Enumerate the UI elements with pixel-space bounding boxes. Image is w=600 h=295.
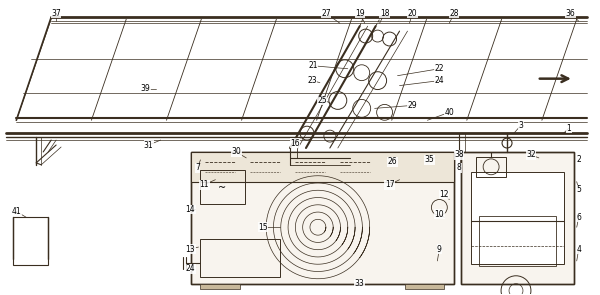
Bar xyxy=(200,284,240,289)
Bar xyxy=(461,152,574,284)
Text: 29: 29 xyxy=(407,101,417,110)
Text: 9: 9 xyxy=(437,245,442,253)
Bar xyxy=(200,239,280,277)
Text: 36: 36 xyxy=(566,9,575,18)
Text: 26: 26 xyxy=(388,157,397,166)
Text: 24: 24 xyxy=(434,76,444,85)
Text: 32: 32 xyxy=(526,150,536,159)
Bar xyxy=(13,217,48,265)
Text: 31: 31 xyxy=(144,140,154,150)
Text: 18: 18 xyxy=(380,9,389,18)
Bar xyxy=(479,216,556,266)
Text: 15: 15 xyxy=(259,223,268,232)
Text: 2: 2 xyxy=(577,155,581,164)
Bar xyxy=(461,152,574,284)
Text: 41: 41 xyxy=(11,207,21,216)
Text: 3: 3 xyxy=(518,121,523,130)
Bar xyxy=(191,152,454,284)
Text: 27: 27 xyxy=(321,9,331,18)
Text: 28: 28 xyxy=(449,9,459,18)
Text: 7: 7 xyxy=(195,163,200,172)
Text: ~: ~ xyxy=(218,183,226,193)
Text: 5: 5 xyxy=(576,185,581,194)
Bar xyxy=(404,284,445,289)
Text: 1: 1 xyxy=(566,124,571,133)
Text: 17: 17 xyxy=(385,180,394,189)
Text: 23: 23 xyxy=(307,76,317,85)
Text: 4: 4 xyxy=(576,245,581,253)
Bar xyxy=(200,170,245,204)
Text: 11: 11 xyxy=(200,180,209,189)
Text: 38: 38 xyxy=(454,150,464,159)
Text: 6: 6 xyxy=(576,213,581,222)
Text: 8: 8 xyxy=(457,163,461,172)
Text: 10: 10 xyxy=(434,210,444,219)
Text: 33: 33 xyxy=(355,279,365,288)
Text: 12: 12 xyxy=(440,190,449,199)
Bar xyxy=(191,152,454,182)
Text: 40: 40 xyxy=(445,108,454,117)
Text: 16: 16 xyxy=(290,139,300,148)
Text: 25: 25 xyxy=(317,96,327,105)
Text: 20: 20 xyxy=(407,9,417,18)
Text: 30: 30 xyxy=(232,148,241,156)
Text: 24: 24 xyxy=(185,264,196,273)
Text: 21: 21 xyxy=(308,61,317,70)
Text: 13: 13 xyxy=(185,245,196,253)
Bar xyxy=(476,157,506,177)
Bar xyxy=(191,152,454,284)
Text: 14: 14 xyxy=(185,205,196,214)
Text: 37: 37 xyxy=(51,9,61,18)
Text: 35: 35 xyxy=(425,155,434,164)
Bar xyxy=(471,172,564,264)
Text: 39: 39 xyxy=(141,84,151,93)
Text: 19: 19 xyxy=(355,9,365,18)
Text: 22: 22 xyxy=(434,64,444,73)
